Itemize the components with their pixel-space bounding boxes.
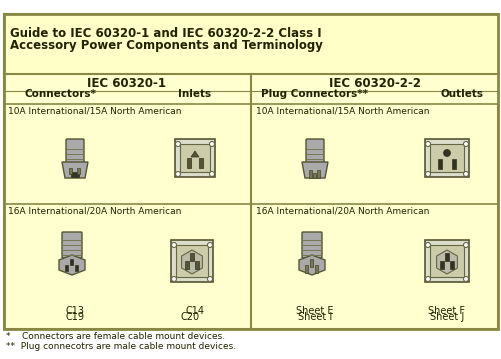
Circle shape [207, 242, 212, 247]
Bar [185, 261, 188, 269]
FancyBboxPatch shape [306, 139, 323, 163]
Text: IEC 60320-1: IEC 60320-1 [87, 77, 166, 90]
Bar [444, 253, 448, 261]
Circle shape [171, 276, 176, 281]
Circle shape [462, 276, 467, 281]
Text: C19: C19 [65, 312, 84, 322]
Text: C20: C20 [180, 312, 199, 322]
Circle shape [207, 276, 212, 281]
Bar [309, 170, 312, 178]
Bar [4, 14, 497, 74]
Circle shape [209, 172, 214, 177]
Circle shape [175, 172, 180, 177]
Bar [439, 261, 443, 269]
Bar [451, 159, 455, 169]
Text: Guide to IEC 60320-1 and IEC 60320-2-2 Class I: Guide to IEC 60320-1 and IEC 60320-2-2 C… [10, 27, 321, 40]
Bar [70, 259, 73, 265]
Bar [424, 139, 468, 177]
Text: **  Plug connecotrs are male cable mount devices.: ** Plug connecotrs are male cable mount … [6, 342, 235, 351]
Bar [194, 261, 198, 269]
Bar [317, 170, 320, 178]
Bar [429, 245, 463, 277]
Text: Connectors*: Connectors* [24, 89, 96, 99]
Bar [180, 144, 209, 172]
Bar [4, 14, 497, 329]
Circle shape [171, 242, 176, 247]
Text: Accessory Power Components and Terminology: Accessory Power Components and Terminolo… [10, 39, 322, 52]
Bar [305, 265, 308, 273]
Bar [69, 168, 72, 174]
Circle shape [462, 242, 467, 247]
Circle shape [175, 141, 180, 146]
Polygon shape [299, 255, 324, 275]
Text: 16A International/20A North American: 16A International/20A North American [8, 207, 181, 216]
Bar [198, 158, 202, 168]
Polygon shape [436, 250, 456, 274]
Polygon shape [190, 151, 198, 157]
Circle shape [425, 141, 430, 146]
Polygon shape [59, 255, 85, 275]
Bar [175, 139, 214, 177]
Circle shape [209, 141, 214, 146]
FancyBboxPatch shape [302, 232, 321, 258]
Text: Sheet E: Sheet E [296, 306, 333, 316]
Polygon shape [181, 250, 202, 274]
FancyBboxPatch shape [66, 139, 84, 163]
Bar [171, 240, 212, 282]
Bar [313, 173, 316, 178]
Text: Outlets: Outlets [439, 89, 482, 99]
Text: Sheet J: Sheet J [429, 312, 463, 322]
Bar [187, 158, 190, 168]
Bar [71, 172, 79, 177]
Text: Plug Connectors**: Plug Connectors** [261, 89, 368, 99]
Polygon shape [302, 162, 327, 178]
Text: C14: C14 [185, 306, 204, 316]
Bar [310, 259, 313, 267]
Bar [4, 74, 497, 104]
Text: Sheet I: Sheet I [297, 312, 332, 322]
Bar [176, 245, 207, 277]
Circle shape [442, 149, 449, 157]
Circle shape [462, 172, 467, 177]
Text: C13: C13 [65, 306, 84, 316]
Polygon shape [62, 162, 88, 178]
Bar [449, 261, 453, 269]
Text: 16A International/20A North American: 16A International/20A North American [256, 207, 428, 216]
Circle shape [425, 172, 430, 177]
Bar [315, 265, 318, 273]
Text: Sheet F: Sheet F [428, 306, 464, 316]
Text: Inlets: Inlets [178, 89, 211, 99]
Circle shape [462, 141, 467, 146]
Bar [189, 253, 193, 261]
Text: IEC 60320-2-2: IEC 60320-2-2 [328, 77, 420, 90]
Bar [437, 159, 441, 169]
Circle shape [425, 276, 430, 281]
Bar [77, 168, 80, 174]
Text: *    Connectors are female cable mount devices.: * Connectors are female cable mount devi… [6, 332, 224, 341]
Text: 10A International/15A North American: 10A International/15A North American [256, 107, 429, 116]
Circle shape [425, 242, 430, 247]
Bar [75, 265, 78, 271]
Bar [429, 144, 463, 172]
Bar [4, 14, 497, 329]
FancyBboxPatch shape [62, 232, 82, 258]
Bar [65, 265, 68, 271]
Text: 10A International/15A North American: 10A International/15A North American [8, 107, 181, 116]
Bar [424, 240, 468, 282]
